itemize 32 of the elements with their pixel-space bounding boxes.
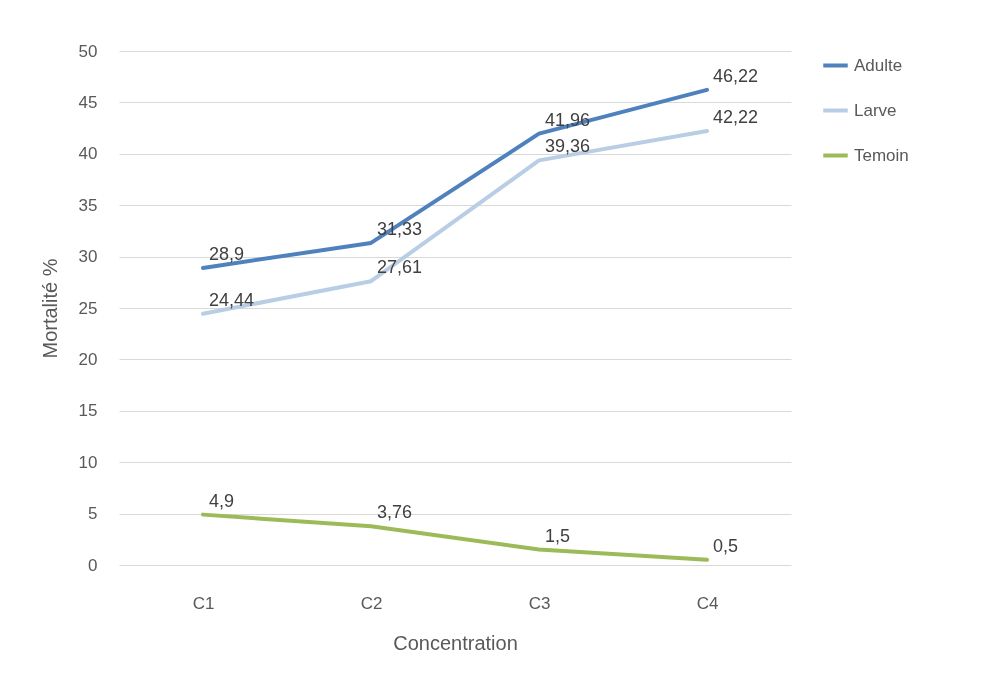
x-tick-label: C4 xyxy=(696,593,719,613)
y-tick-label: 40 xyxy=(78,144,98,164)
data-label: 3,76 xyxy=(377,502,413,523)
y-tick-label: 30 xyxy=(78,247,98,267)
y-tick-label: 0 xyxy=(88,555,98,575)
data-label: 0,5 xyxy=(713,535,739,556)
x-axis-title: Concentration xyxy=(393,631,518,654)
y-tick-label: 35 xyxy=(78,195,98,215)
data-label: 42,22 xyxy=(713,106,759,127)
x-tick-label: C3 xyxy=(528,593,551,613)
y-tick-label: 50 xyxy=(78,41,98,61)
y-tick-label: 20 xyxy=(78,349,98,369)
data-label: 28,9 xyxy=(209,243,245,264)
y-axis-title: Mortalité % xyxy=(38,258,61,359)
y-tick-label: 15 xyxy=(78,401,98,421)
legend-label: Adulte xyxy=(854,55,903,75)
x-tick-label: C1 xyxy=(192,593,215,613)
y-tick-label: 10 xyxy=(78,452,98,472)
data-label: 46,22 xyxy=(713,65,759,86)
y-tick-label: 45 xyxy=(78,92,98,112)
y-tick-label: 25 xyxy=(78,298,98,318)
data-label: 27,61 xyxy=(377,257,423,278)
data-label: 4,9 xyxy=(209,490,235,511)
y-tick-label: 5 xyxy=(88,504,98,524)
legend-label: Temoin xyxy=(854,145,909,165)
legend-label: Larve xyxy=(854,100,897,120)
data-label: 24,44 xyxy=(209,289,255,310)
data-label: 39,36 xyxy=(545,136,591,157)
data-label: 41,96 xyxy=(545,109,591,130)
line-series xyxy=(201,128,709,316)
data-label: 1,5 xyxy=(545,525,571,546)
x-tick-label: C2 xyxy=(360,593,383,613)
